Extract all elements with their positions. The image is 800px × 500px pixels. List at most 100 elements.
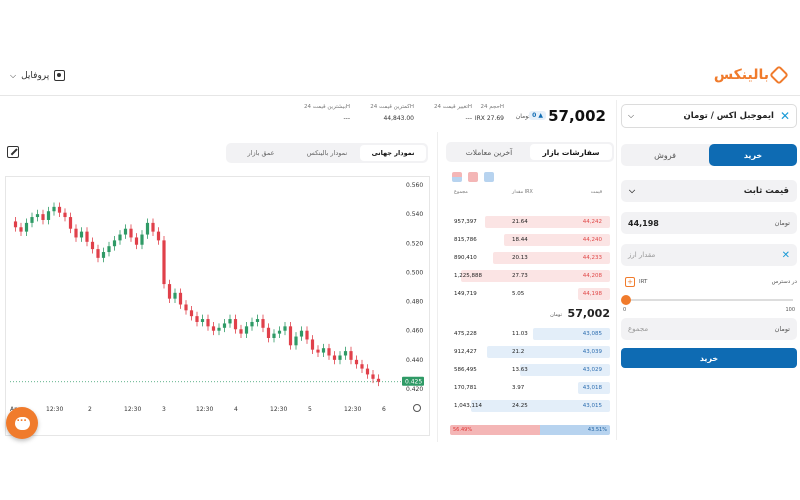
bid-row[interactable]: 43,029 13.63 586,495: [450, 364, 610, 376]
profile-menu[interactable]: ⌵ پروفایل: [10, 70, 66, 81]
candle-body: [112, 240, 117, 247]
bid-row[interactable]: 43,039 21.2 912,427: [450, 346, 610, 358]
x-tick-label: 12:30: [124, 406, 141, 413]
candle-body: [255, 319, 260, 322]
amount-field[interactable]: ✕ مقدار ارز: [621, 244, 797, 266]
candle-body: [294, 336, 298, 346]
asks-view-icon[interactable]: [468, 172, 478, 182]
draw-tool-icon[interactable]: [7, 146, 19, 158]
price-field[interactable]: تومان 44,198: [621, 212, 797, 234]
bid-row[interactable]: 43,085 11.03 475,228: [450, 328, 610, 340]
order-type-select[interactable]: قیمت ثابت ⌵: [621, 180, 797, 202]
candle-body: [288, 326, 293, 346]
order-type-label: قیمت ثابت: [743, 186, 789, 196]
candle-body: [96, 249, 100, 258]
tab-global-chart[interactable]: نمودار جهانی: [360, 145, 426, 161]
ask-row[interactable]: 44,198 5.05 149,719: [450, 288, 610, 300]
row-price: 44,233: [582, 255, 602, 261]
user-icon: [54, 70, 66, 81]
total-field[interactable]: تومان مجموع: [621, 318, 797, 340]
y-tick-label: 0.420: [406, 386, 423, 393]
depth-bar: [520, 364, 610, 376]
candle-body: [41, 214, 45, 220]
candle-body: [316, 349, 320, 353]
available-unit: IRT: [639, 279, 648, 285]
buy-sell-ratio: 56.49% 43.51%: [450, 425, 610, 435]
row-amount: 27.73: [512, 273, 528, 279]
book-view-toggles: [452, 172, 494, 182]
row-price: 43,029: [582, 367, 602, 373]
candle-body: [272, 333, 276, 338]
candle-body: [332, 355, 337, 360]
buy-button[interactable]: خرید: [621, 348, 797, 368]
candle-body: [277, 330, 282, 334]
bid-row[interactable]: 43,015 24.25 1,043,114: [450, 400, 610, 412]
candle-body: [299, 330, 304, 337]
stat-label: تغییر قیمت 24H: [433, 104, 472, 110]
buy-sell-tabs: خرید فروش: [621, 144, 797, 166]
row-total: 815,786: [454, 237, 477, 243]
price-chart[interactable]: 0.560 0.540 0.520 0.500 0.480 0.460 0.440 0.420…: [5, 176, 430, 436]
stat-label: کمترین قیمت 24H: [370, 104, 414, 110]
candle-body: [327, 348, 331, 356]
bids-view-icon[interactable]: [484, 172, 494, 182]
ask-row[interactable]: 44,233 20.13 890,410: [450, 252, 610, 264]
candle-body: [90, 241, 95, 250]
row-price: 44,198: [582, 291, 602, 297]
candle-body: [217, 327, 221, 331]
candle-body: [200, 319, 205, 322]
tab-sell[interactable]: فروش: [654, 150, 676, 160]
pair-selector[interactable]: ✕ ایموجبل اکس / تومان ⌵: [621, 104, 797, 128]
ask-row[interactable]: 44,242 21.64 957,397: [450, 216, 610, 228]
tab-recent-trades[interactable]: آخرین معاملات: [465, 147, 513, 157]
candle-body: [101, 252, 106, 258]
tab-market-orders[interactable]: سفارشات بازار: [530, 144, 612, 160]
candle-body: [250, 321, 254, 327]
tab-market-depth[interactable]: عمق بازار: [247, 149, 275, 157]
row-price: 44,240: [582, 237, 602, 243]
row-total: 957,397: [454, 219, 477, 225]
order-book-tabs: سفارشات بازار آخرین معاملات: [446, 142, 614, 162]
bid-row[interactable]: 43,018 3.97 170,781: [450, 382, 610, 394]
mid-price-unit: تومان: [550, 312, 562, 318]
candle-body: [68, 217, 73, 229]
deposit-plus-button[interactable]: +: [625, 277, 635, 287]
logo[interactable]: بالینکس: [714, 65, 789, 85]
x-tick-label: 4: [234, 406, 238, 413]
x-tick-label: 12:30: [196, 406, 213, 413]
depth-bar: [461, 270, 610, 282]
candle-body: [338, 355, 342, 360]
depth-bar: [493, 252, 610, 264]
slider-handle[interactable]: [621, 295, 631, 305]
chevron-down-icon: ⌵: [10, 70, 17, 80]
coin-x-icon: ✕: [781, 249, 790, 261]
stat-low: کمترین قیمت 24H 44,843.00: [370, 104, 414, 122]
candle-body: [57, 206, 62, 213]
tab-buy[interactable]: خرید: [709, 144, 797, 166]
x-tick-label: 6: [382, 406, 386, 413]
candle-body: [365, 368, 370, 375]
support-chat-button[interactable]: [6, 407, 38, 439]
ask-row[interactable]: 44,240 18.44 815,786: [450, 234, 610, 246]
candle-body: [118, 234, 122, 241]
both-view-icon[interactable]: [452, 172, 462, 182]
candle-body: [354, 359, 359, 365]
candle-body: [228, 319, 232, 324]
candle-body: [310, 339, 315, 350]
tab-local-chart[interactable]: نمودار بالینکس: [306, 149, 348, 157]
row-amount: 24.25: [512, 403, 528, 409]
y-tick-label: 0.500: [406, 269, 423, 276]
row-total: 912,427: [454, 349, 477, 355]
row-total: 890,410: [454, 255, 477, 261]
chevron-down-icon: ⌵: [629, 186, 636, 195]
candle-body: [360, 364, 364, 369]
row-price: 43,015: [582, 403, 602, 409]
candle-body: [129, 228, 133, 238]
ask-row[interactable]: 44,208 27.73 1,225,888: [450, 270, 610, 282]
amount-slider[interactable]: [621, 294, 797, 306]
slider-max: 100: [785, 307, 795, 313]
slider-track: [625, 299, 793, 301]
candle-body: [239, 329, 243, 334]
stat-value: IRX 27.69: [474, 115, 504, 122]
last-price: 57,002: [548, 107, 606, 125]
